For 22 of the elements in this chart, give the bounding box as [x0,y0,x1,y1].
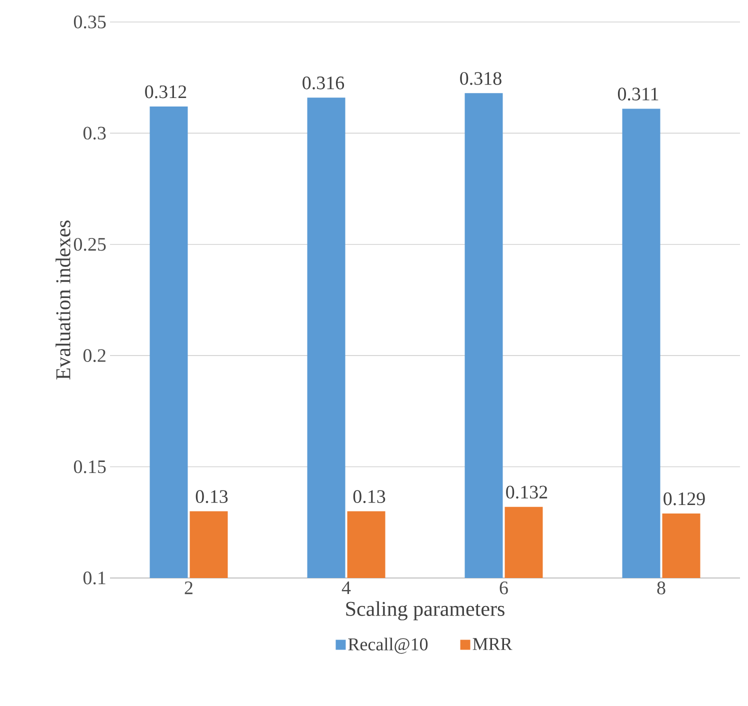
data-label: 0.316 [302,76,344,90]
legend-label: Recall@10 [348,638,428,654]
data-label: 0.132 [506,486,548,499]
data-label: 0.13 [353,490,386,504]
data-label: 0.318 [460,72,502,85]
x-tick-label: 6 [500,582,508,594]
data-label: 0.129 [664,492,705,506]
x-axis-title: Scaling parameters [346,601,504,620]
x-tick-label: 2 [184,582,192,594]
y-tick-label: 0.15 [74,460,106,474]
y-axis-title: Evaluation indexes [56,220,70,380]
y-tick-label: 0.1 [83,572,106,584]
y-tick-label: 0.25 [74,238,106,251]
data-label: 0.13 [196,490,228,504]
x-tick-label: 4 [342,582,351,594]
y-tick-label: 0.3 [83,126,106,140]
x-tick-label: 8 [657,582,666,594]
legend-label: MRR [472,638,512,650]
y-tick-label: 0.35 [74,16,106,28]
data-label: 0.311 [618,88,658,101]
data-label: 0.312 [145,85,186,98]
y-tick-label: 0.2 [83,349,106,362]
